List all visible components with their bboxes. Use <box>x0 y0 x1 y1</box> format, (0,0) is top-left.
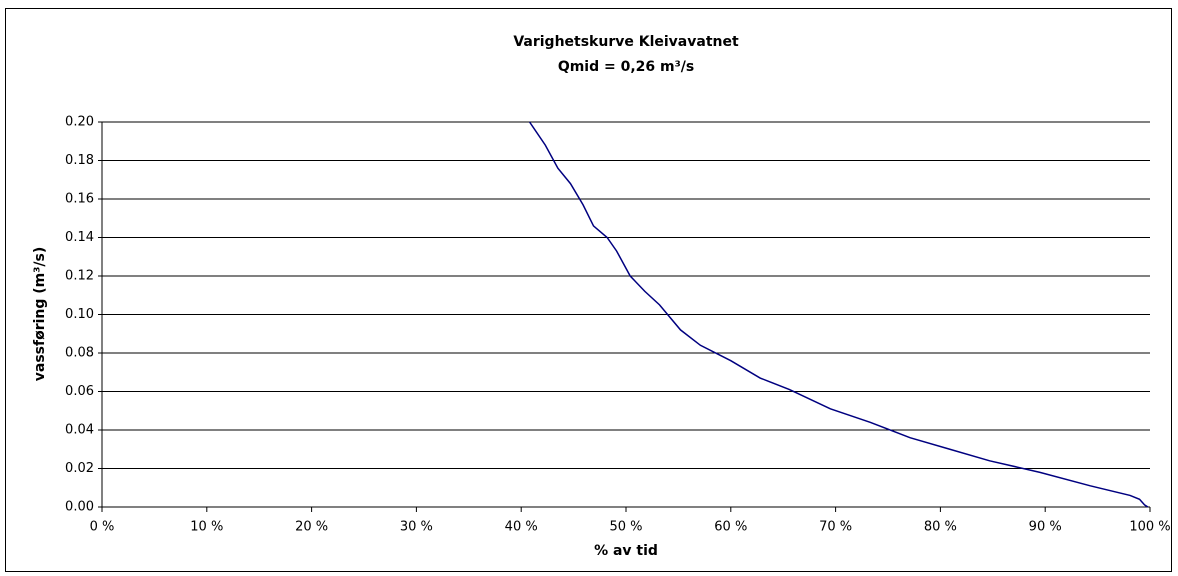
x-tick-label: 50 % <box>609 520 642 535</box>
y-tick-label: 0.10 <box>65 307 94 322</box>
x-tick-label: 0 % <box>90 520 115 535</box>
y-tick-label: 0.02 <box>65 461 94 476</box>
x-tick-label: 70 % <box>819 520 852 535</box>
x-axis-label: % av tid <box>594 543 658 559</box>
y-tick-label: 0.04 <box>65 423 94 438</box>
y-tick-label: 0.00 <box>65 500 94 515</box>
y-tick-label: 0.16 <box>65 192 94 207</box>
y-axis-label: vassføring (m³/s) <box>32 247 48 381</box>
data-line <box>528 121 1149 508</box>
x-tick-label: 100 % <box>1129 520 1170 535</box>
y-tick-label: 0.12 <box>65 269 94 284</box>
x-tick-label: 40 % <box>505 520 538 535</box>
y-tick-label: 0.08 <box>65 346 94 361</box>
y-tick-label: 0.18 <box>65 153 94 168</box>
y-tick-label: 0.14 <box>65 230 94 245</box>
chart-title: Varighetskurve Kleivavatnet <box>513 34 739 50</box>
y-tick-label: 0.20 <box>65 115 94 130</box>
x-tick-label: 20 % <box>295 520 328 535</box>
chart-subtitle: Qmid = 0,26 m³/s <box>558 59 694 75</box>
x-tick-label: 90 % <box>1029 520 1062 535</box>
x-tick-label: 60 % <box>714 520 747 535</box>
x-tick-label: 30 % <box>400 520 433 535</box>
x-tick-label: 10 % <box>190 520 223 535</box>
x-tick-label: 80 % <box>924 520 957 535</box>
y-tick-label: 0.06 <box>65 384 94 399</box>
chart-frame <box>5 8 1172 572</box>
